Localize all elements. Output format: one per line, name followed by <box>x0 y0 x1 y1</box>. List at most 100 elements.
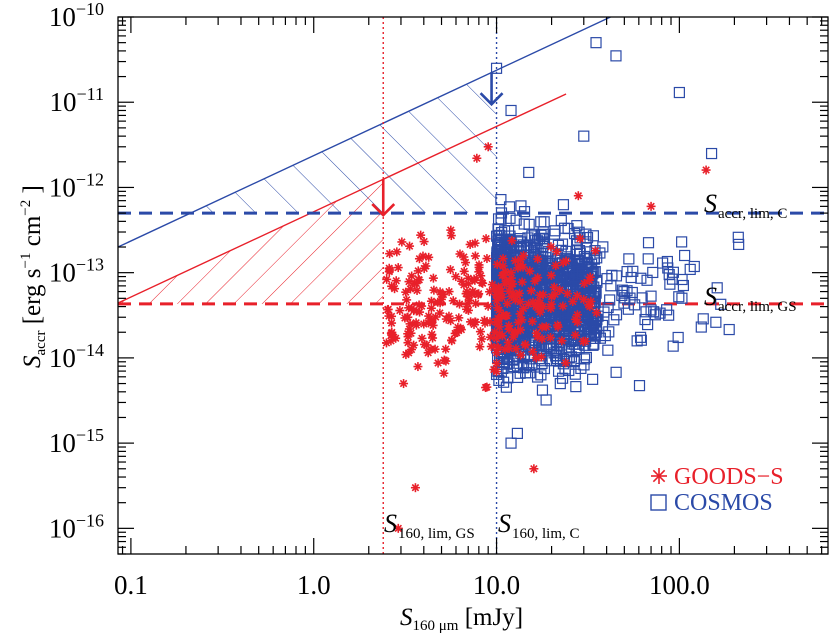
goods-s-point <box>404 303 414 313</box>
cosmos-point <box>622 303 634 315</box>
goods-s-point <box>387 281 397 291</box>
cosmos-point <box>569 368 581 380</box>
cosmos-point <box>578 130 590 142</box>
cosmos-point <box>548 228 561 240</box>
cosmos-point <box>492 244 504 257</box>
goods-s-point <box>439 355 449 365</box>
goods-s-point <box>475 342 485 352</box>
series-goods-s <box>381 142 711 533</box>
goods-s-point <box>387 330 397 340</box>
cosmos-point <box>555 276 568 288</box>
cosmos-point <box>536 384 549 396</box>
cosmos-point <box>558 222 571 234</box>
cosmos-point <box>505 437 517 449</box>
cosmos-point <box>623 253 635 265</box>
goods-s-point <box>507 236 517 246</box>
goods-s-point <box>590 246 600 256</box>
goods-s-point <box>433 358 443 368</box>
y-tick-label: 10−16 <box>49 510 104 543</box>
cosmos-point <box>505 104 517 117</box>
goods-s-point <box>530 276 540 286</box>
goods-s-point <box>419 264 429 274</box>
goods-s-point <box>409 340 419 350</box>
cosmos-point <box>555 214 567 227</box>
slope-line-cosmos <box>118 17 611 248</box>
goods-s-point <box>492 296 502 306</box>
goods-s-point <box>381 338 391 348</box>
y-tick-label: 10−11 <box>50 84 104 117</box>
cosmos-point <box>635 334 647 346</box>
goods-s-point <box>395 306 405 316</box>
goods-s-point <box>513 317 523 327</box>
goods-s-point <box>561 358 571 368</box>
goods-s-point <box>387 318 397 328</box>
cosmos-point <box>544 342 556 354</box>
goods-s-point <box>412 285 422 295</box>
goods-s-point <box>538 302 548 312</box>
goods-s-point <box>477 278 487 288</box>
cosmos-point <box>587 373 599 385</box>
goods-s-point <box>428 333 438 343</box>
cosmos-point <box>580 351 593 364</box>
goods-s-point <box>511 344 521 354</box>
goods-s-point <box>552 247 562 257</box>
goods-s-point <box>404 277 414 287</box>
cosmos-point <box>570 343 582 355</box>
cosmos-point <box>571 244 583 257</box>
goods-s-point <box>500 344 510 354</box>
y-tick-label: 10−10 <box>49 0 104 32</box>
cosmos-point <box>641 274 653 286</box>
goods-s-point <box>444 287 454 297</box>
cosmos-point <box>531 235 544 247</box>
cosmos-point <box>492 213 505 225</box>
cosmos-point <box>508 360 520 373</box>
label-s160-lim-gs: S160, lim, GS <box>384 509 475 542</box>
goods-s-point <box>504 321 514 331</box>
cosmos-point <box>535 369 547 381</box>
cosmos-point <box>585 328 598 341</box>
goods-s-point <box>466 317 476 327</box>
legend-label-goods-s: GOODS−S <box>674 464 784 490</box>
goods-s-point <box>499 270 509 280</box>
cosmos-point <box>610 366 622 378</box>
cosmos-point <box>608 314 620 326</box>
goods-s-point <box>533 254 543 264</box>
goods-s-point <box>498 254 508 264</box>
goods-s-point <box>419 319 429 329</box>
goods-s-point <box>416 230 426 240</box>
cosmos-point <box>560 328 572 340</box>
cosmos-point <box>578 359 590 371</box>
cosmos-point <box>673 86 685 99</box>
cosmos-point <box>510 214 522 226</box>
cosmos-point <box>673 291 685 303</box>
goods-s-point <box>553 320 563 330</box>
goods-s-point <box>549 282 559 292</box>
goods-s-point <box>536 352 546 362</box>
cosmos-point <box>531 371 544 383</box>
limit-annotations: Saccr, lim, C Saccr, lim, GS S160, lim, … <box>384 189 797 542</box>
cosmos-point <box>490 62 503 74</box>
cosmos-point <box>684 263 696 276</box>
cosmos-point <box>603 326 615 338</box>
goods-s-point <box>529 464 539 474</box>
cosmos-point <box>657 257 669 269</box>
cosmos-point <box>688 260 700 273</box>
goods-s-point <box>429 285 439 295</box>
goods-s-point <box>525 266 535 276</box>
cosmos-point <box>711 282 723 294</box>
cosmos-point <box>492 238 504 250</box>
cosmos-point <box>667 266 679 278</box>
goods-s-point <box>531 301 541 311</box>
cosmos-point <box>633 380 646 392</box>
cosmos-point <box>587 339 599 351</box>
goods-s-point <box>477 334 487 344</box>
cosmos-point <box>641 318 654 331</box>
y-tick-label: 10−13 <box>49 255 104 288</box>
goods-s-point <box>580 336 590 346</box>
data-points <box>381 37 745 533</box>
cosmos-point <box>645 290 657 302</box>
cosmos-point <box>697 313 709 325</box>
goods-s-point <box>514 288 524 298</box>
goods-s-point <box>526 286 536 296</box>
cosmos-point <box>511 360 524 372</box>
